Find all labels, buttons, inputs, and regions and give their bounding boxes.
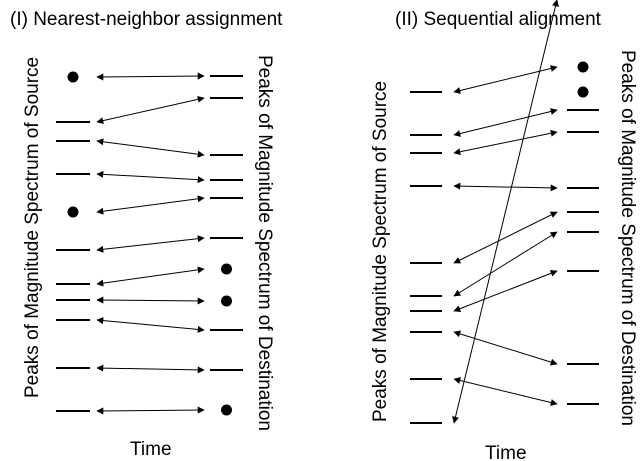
mapping-arrow bbox=[96, 406, 205, 415]
destination-peaks bbox=[210, 75, 243, 416]
time-label: Time bbox=[485, 443, 527, 461]
mapping-arrow bbox=[96, 364, 205, 374]
destination-peak-dot bbox=[221, 295, 232, 307]
mapping-arrow bbox=[453, 108, 558, 137]
mapping-arrow bbox=[96, 266, 205, 287]
mapping-arrow bbox=[96, 235, 205, 253]
mapping-arrow bbox=[453, 182, 558, 192]
mapping-arrow bbox=[96, 195, 205, 215]
mapping-arrow bbox=[453, 129, 558, 156]
panel-sequential-alignment: (II) Sequential alignment Peaks of Magni… bbox=[370, 0, 638, 461]
destination-peaks bbox=[567, 61, 599, 405]
destination-axis-label: Peaks of Magnitude Spectrum of Destinati… bbox=[254, 55, 275, 431]
mapping-arrow bbox=[453, 65, 558, 94]
mapping-arrow bbox=[96, 317, 205, 333]
destination-axis-label: Peaks of Magnitude Spectrum of Destinati… bbox=[617, 50, 638, 426]
source-axis-label: Peaks of Magnitude Spectrum of Source bbox=[370, 81, 391, 422]
source-peaks bbox=[56, 71, 90, 412]
destination-peak-dot bbox=[221, 263, 232, 275]
source-peak-dot bbox=[67, 71, 79, 83]
mapping-arrow bbox=[96, 72, 205, 81]
mapping-arrows bbox=[96, 72, 205, 415]
destination-peak-dot bbox=[577, 86, 589, 98]
panel-title-sequential-alignment: (II) Sequential alignment bbox=[395, 9, 602, 30]
panel-nearest-neighbor: (I) Nearest-neighbor assignment Peaks of… bbox=[10, 9, 283, 460]
mapping-arrow bbox=[452, 0, 559, 424]
destination-peak-dot bbox=[577, 61, 589, 73]
mapping-arrow bbox=[453, 211, 558, 264]
mapping-arrow bbox=[96, 170, 205, 184]
source-peaks bbox=[410, 91, 442, 424]
mapping-arrow bbox=[96, 138, 205, 158]
mapping-arrow bbox=[453, 270, 558, 312]
mapping-arrows bbox=[452, 0, 559, 424]
mapping-arrow bbox=[96, 296, 205, 305]
mapping-arrow bbox=[453, 231, 558, 297]
source-peak-dot bbox=[67, 206, 79, 218]
mapping-arrow bbox=[96, 95, 205, 125]
time-label: Time bbox=[130, 439, 172, 460]
source-axis-label: Peaks of Magnitude Spectrum of Source bbox=[22, 57, 43, 398]
panel-title-nearest-neighbor: (I) Nearest-neighbor assignment bbox=[10, 9, 283, 30]
destination-peak-dot bbox=[221, 404, 232, 416]
mapping-arrow bbox=[453, 377, 558, 406]
